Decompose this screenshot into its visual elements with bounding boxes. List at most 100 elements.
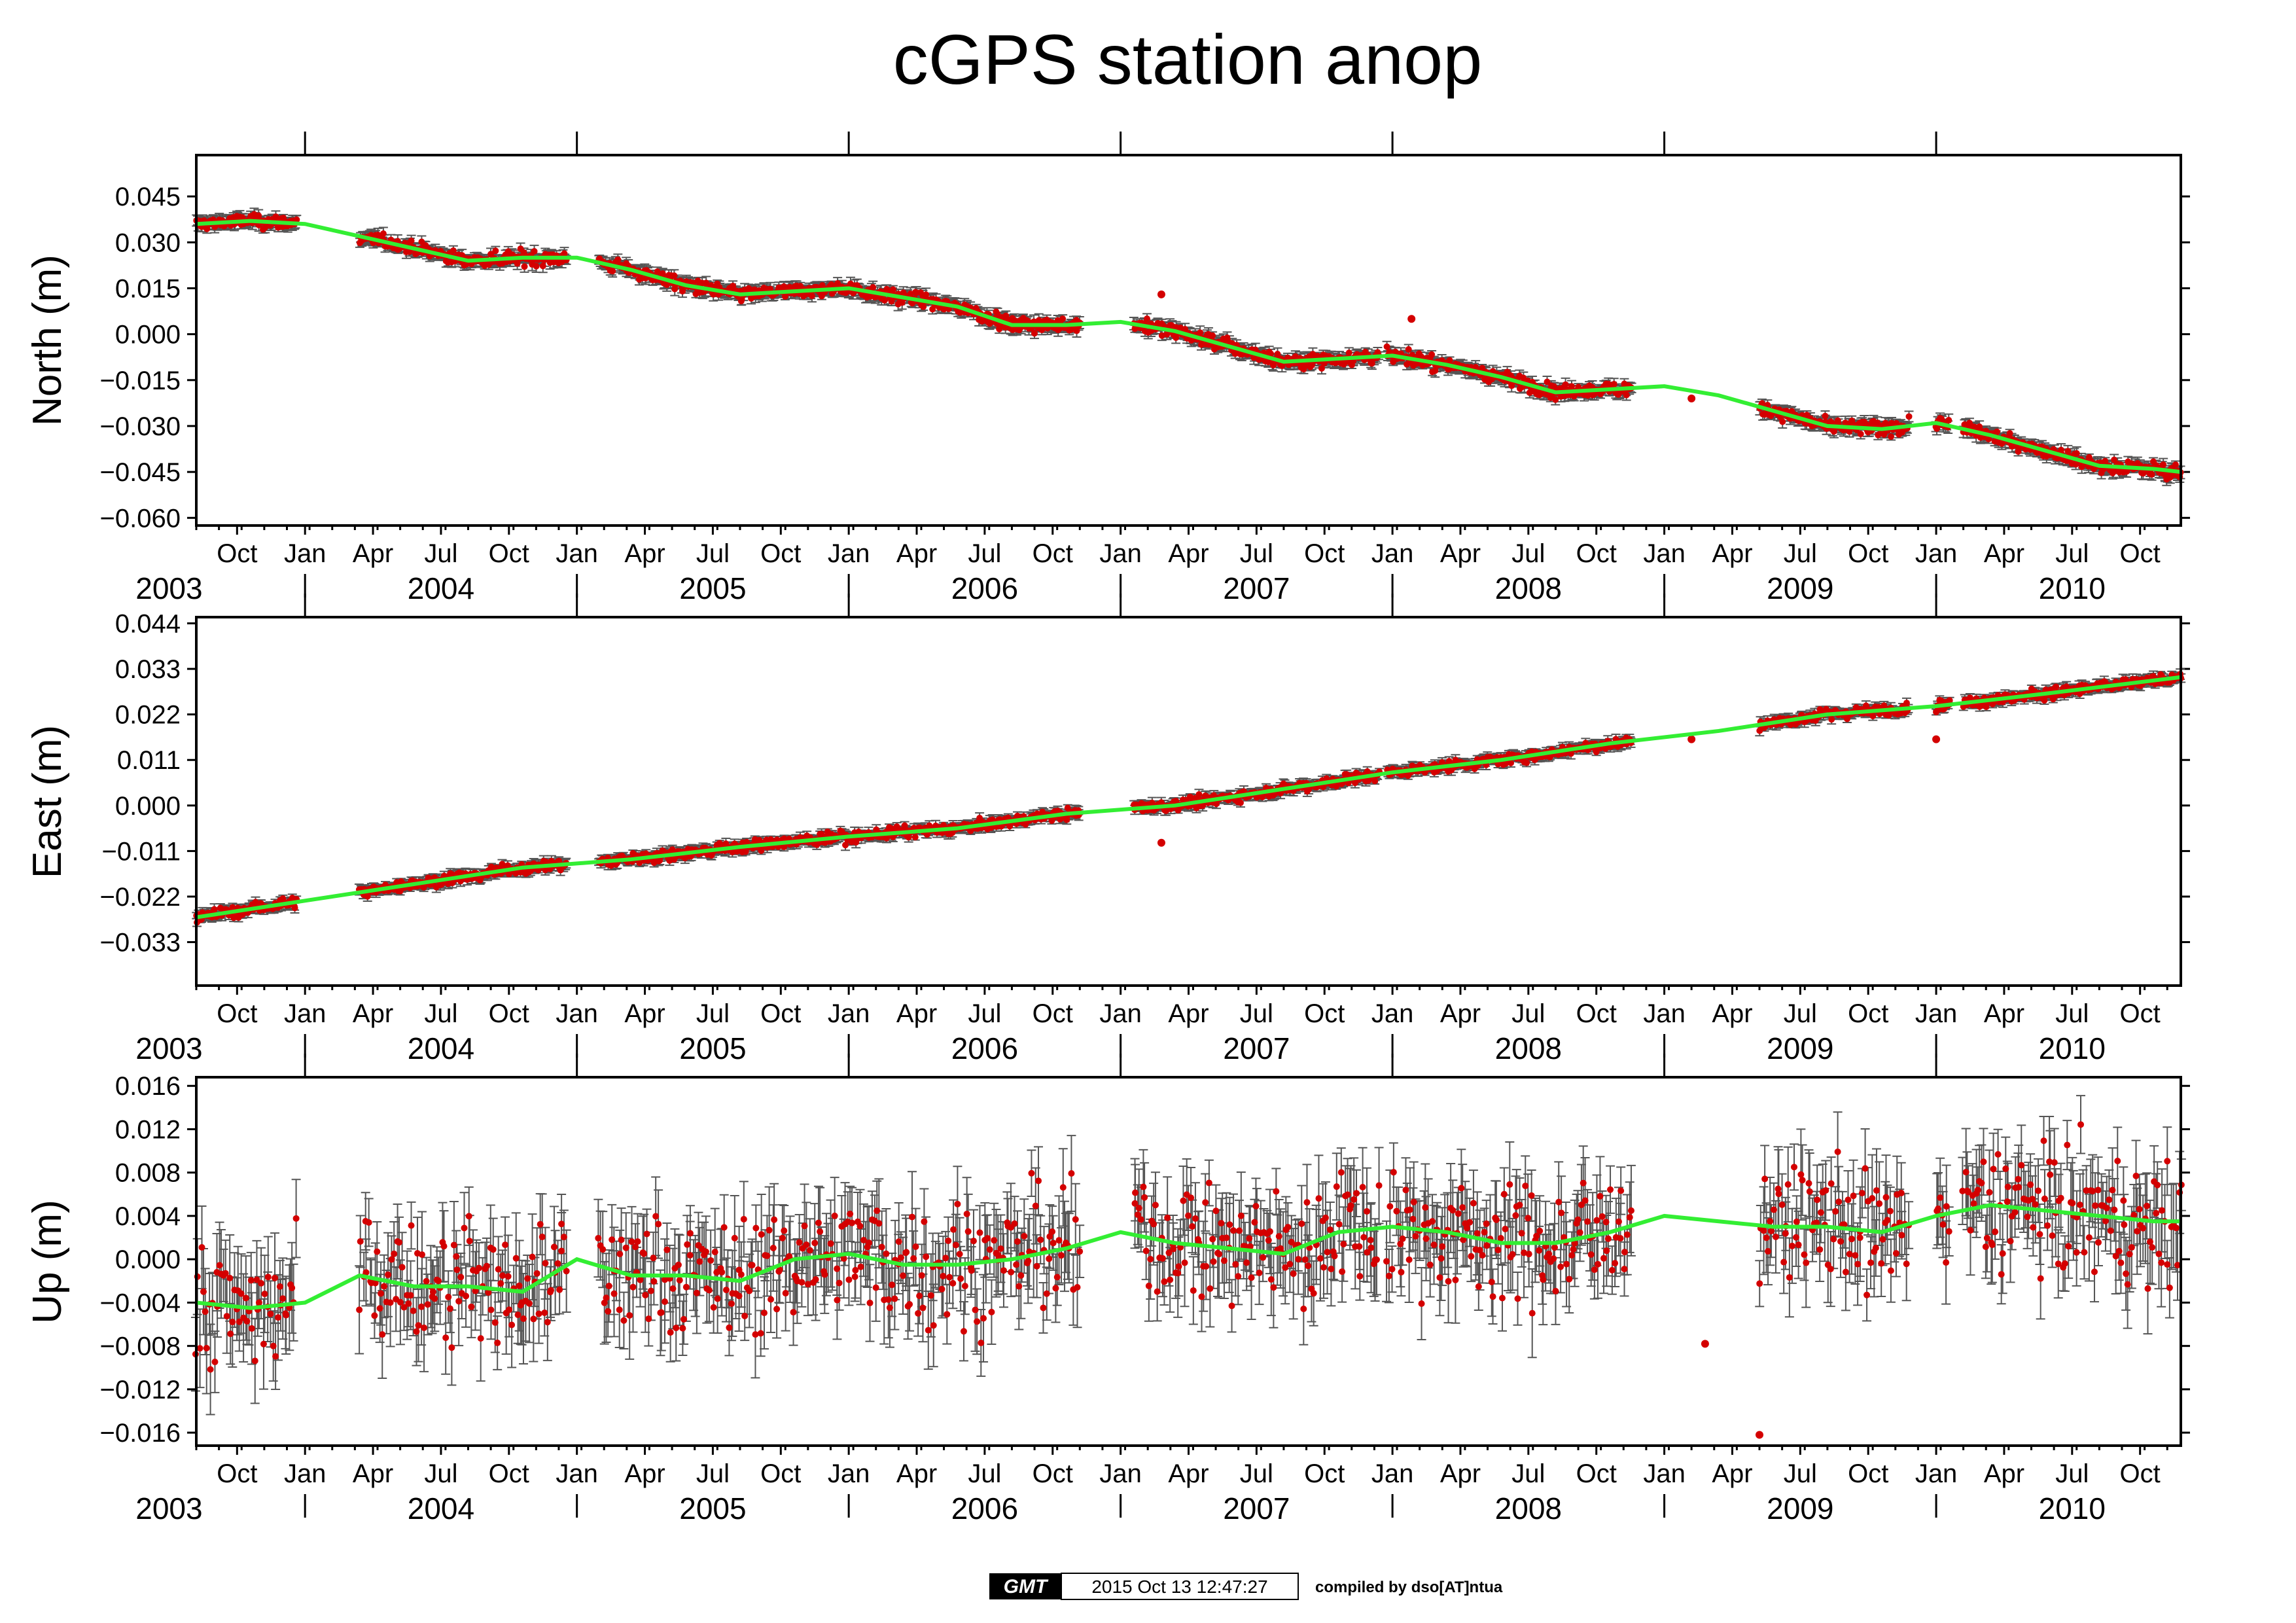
north-month-label: Jul <box>696 539 730 568</box>
north-ytick-label: 0.045 <box>115 183 181 211</box>
north-isolated-point <box>1157 290 1165 298</box>
north-point <box>889 286 896 293</box>
east-month-label: Jan <box>1371 999 1414 1028</box>
east-month-label: Apr <box>624 999 665 1028</box>
east-year-label: 2006 <box>951 1031 1018 1065</box>
north-point <box>1822 412 1829 419</box>
north-month-label: Oct <box>760 539 801 568</box>
east-month-label: Jul <box>968 999 1001 1028</box>
north-axis-title: North (m) <box>25 255 70 426</box>
north-point <box>1383 343 1390 350</box>
east-month-label: Oct <box>1848 999 1888 1028</box>
north-point <box>1197 329 1204 336</box>
north-month-label: Jan <box>556 539 598 568</box>
east-month-label: Oct <box>217 999 257 1028</box>
east-year-label: 2007 <box>1223 1031 1290 1065</box>
north-month-label: Jul <box>2055 539 2089 568</box>
north-point <box>1857 431 1864 438</box>
north-point <box>1905 413 1913 420</box>
north-point <box>539 262 546 270</box>
north-isolated-point <box>1407 315 1416 323</box>
east-year-label: 2004 <box>408 1031 474 1065</box>
north-year-label: 2004 <box>408 571 474 605</box>
east-month-label: Apr <box>1712 999 1752 1028</box>
north-point <box>1993 428 2000 435</box>
east-month-label: Apr <box>896 999 937 1028</box>
east-axis-ticks: 0.0440.0330.0220.0110.000−0.011−0.022−0.… <box>100 594 2190 1065</box>
east-ytick-label: 0.011 <box>117 746 181 775</box>
north-month-label: Jan <box>1371 539 1414 568</box>
north-point <box>1144 315 1151 323</box>
north-point <box>1428 351 1436 358</box>
north-month-label: Oct <box>1033 539 1073 568</box>
north-month-label: Jul <box>424 539 457 568</box>
east-month-label: Apr <box>353 999 393 1028</box>
east-month-label: Oct <box>1304 999 1345 1028</box>
east-month-label: Jan <box>1915 999 1958 1028</box>
north-point <box>2160 461 2167 469</box>
north-month-label: Apr <box>896 539 937 568</box>
north-year-label: 2007 <box>1223 571 1290 605</box>
north-point <box>1446 357 1453 364</box>
north-year-label: 2008 <box>1495 571 1562 605</box>
north-point <box>531 248 538 255</box>
north-point <box>2006 430 2013 437</box>
east-year-label: 2005 <box>679 1031 746 1065</box>
east-ytick-label: −0.022 <box>100 883 181 912</box>
east-ytick-label: 0.022 <box>115 701 181 730</box>
north-ytick-label: −0.060 <box>100 504 181 533</box>
north-point <box>881 296 888 304</box>
east-month-label: Apr <box>1168 999 1209 1028</box>
north-month-label: Oct <box>217 539 257 568</box>
north-point <box>870 284 877 291</box>
east-ytick-label: −0.033 <box>100 929 181 957</box>
east-year-label: 2010 <box>2039 1031 2106 1065</box>
north-month-label: Jan <box>828 539 870 568</box>
north-point <box>1059 315 1067 323</box>
north-axis-ticks: 0.0450.0300.0150.000−0.015−0.030−0.045−0… <box>100 132 2190 605</box>
east-month-label: Jan <box>556 999 598 1028</box>
east-month-label: Jul <box>2055 999 2089 1028</box>
north-point <box>380 230 387 238</box>
north-point <box>671 272 678 279</box>
east-ytick-label: 0.044 <box>115 609 181 638</box>
north-month-label: Jul <box>1784 539 1817 568</box>
east-month-label: Apr <box>1984 999 2024 1028</box>
north-month-label: Jan <box>284 539 327 568</box>
east-month-label: Oct <box>760 999 801 1028</box>
north-year-label: 2009 <box>1767 571 1833 605</box>
north-point <box>2073 450 2080 457</box>
east-month-label: Jul <box>1511 999 1545 1028</box>
north-month-label: Apr <box>1712 539 1752 568</box>
north-point <box>408 238 415 245</box>
north-point <box>808 293 815 300</box>
east-month-label: Oct <box>1033 999 1073 1028</box>
north-isolated-point <box>1687 394 1696 402</box>
north-point <box>492 247 499 255</box>
north-point <box>521 263 528 270</box>
north-point <box>614 256 622 263</box>
east-year-label: 2008 <box>1495 1031 1562 1065</box>
north-ytick-label: 0.000 <box>115 321 181 349</box>
north-month-label: Jan <box>1643 539 1686 568</box>
east-month-label: Jul <box>1240 999 1273 1028</box>
north-month-label: Oct <box>2120 539 2161 568</box>
north-point <box>609 268 616 275</box>
north-series <box>192 207 2185 486</box>
north-month-label: Jul <box>1240 539 1273 568</box>
north-year-label: 2006 <box>951 571 1018 605</box>
north-month-label: Jul <box>1511 539 1545 568</box>
east-month-label: Apr <box>1440 999 1481 1028</box>
north-month-label: Jan <box>1915 539 1958 568</box>
north-point <box>1405 346 1412 353</box>
north-month-label: Oct <box>1304 539 1345 568</box>
north-point <box>1945 417 1952 424</box>
north-point <box>2172 461 2179 469</box>
north-ytick-label: −0.015 <box>100 366 181 395</box>
north-point <box>533 262 540 270</box>
east-month-label: Jul <box>1784 999 1817 1028</box>
north-point <box>1568 383 1575 390</box>
north-ytick-label: −0.045 <box>100 458 181 487</box>
east-month-label: Jan <box>828 999 870 1028</box>
